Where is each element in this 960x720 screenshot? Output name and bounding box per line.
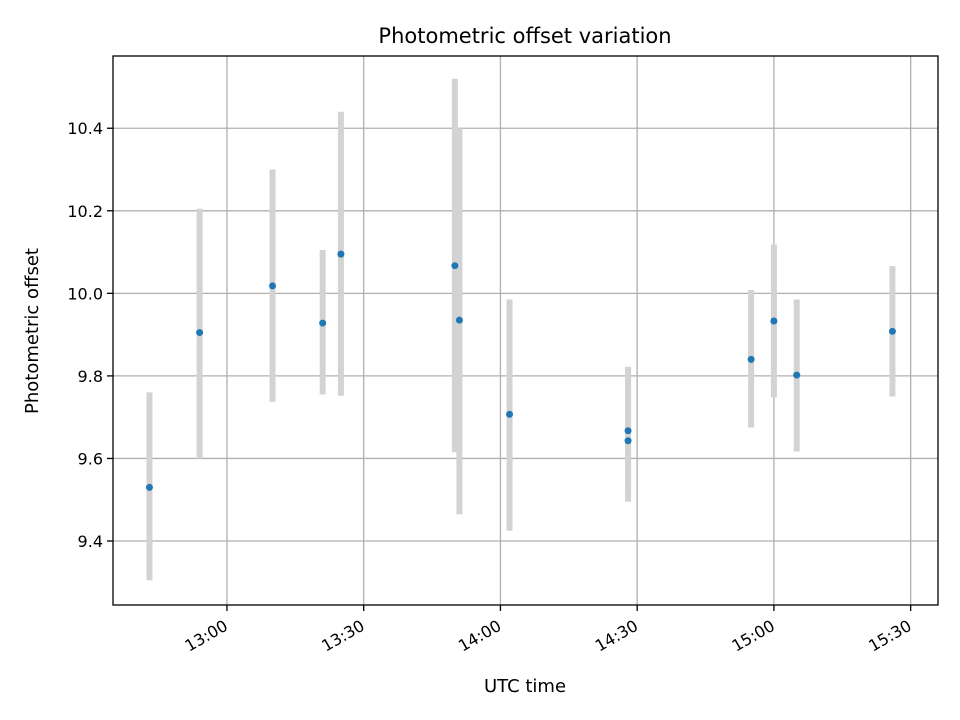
data-point bbox=[624, 437, 632, 445]
y-axis-title: Photometric offset bbox=[22, 248, 43, 414]
data-point bbox=[747, 355, 755, 363]
error-bars bbox=[146, 78, 896, 581]
x-tick-label: 15:30 bbox=[865, 616, 914, 656]
data-point bbox=[455, 316, 463, 324]
data-points bbox=[145, 250, 896, 491]
data-point bbox=[196, 329, 204, 337]
grid bbox=[113, 56, 938, 605]
data-point bbox=[770, 317, 778, 325]
data-point bbox=[451, 262, 459, 270]
y-tick-label: 9.8 bbox=[78, 367, 103, 386]
x-tick-label: 15:00 bbox=[728, 616, 777, 656]
data-point bbox=[506, 410, 514, 418]
y-tick-label: 10.4 bbox=[67, 119, 103, 138]
x-tick-label: 13:30 bbox=[318, 616, 367, 656]
y-tick-label: 10.2 bbox=[67, 202, 103, 221]
y-tick-label: 9.4 bbox=[78, 532, 103, 551]
data-point bbox=[624, 427, 632, 435]
x-tick-label: 14:30 bbox=[592, 616, 641, 656]
axis-ticks: 13:00 13:30 14:00 14:30 15:00 15:30 9.4 9.6 9.8 1… bbox=[67, 119, 914, 655]
y-tick-label: 9.6 bbox=[78, 449, 103, 468]
x-axis-title: UTC time bbox=[484, 676, 566, 697]
chart-title: Photometric offset variation bbox=[378, 24, 671, 48]
x-tick-label: 13:00 bbox=[182, 616, 231, 656]
data-point bbox=[337, 250, 345, 258]
data-point bbox=[793, 371, 801, 379]
x-tick-label: 14:00 bbox=[455, 616, 504, 656]
data-point bbox=[319, 319, 327, 327]
data-point bbox=[888, 327, 896, 335]
data-point bbox=[145, 483, 153, 491]
y-tick-label: 10.0 bbox=[67, 284, 103, 303]
plot-area-frame bbox=[112, 55, 939, 606]
data-point bbox=[269, 282, 277, 290]
